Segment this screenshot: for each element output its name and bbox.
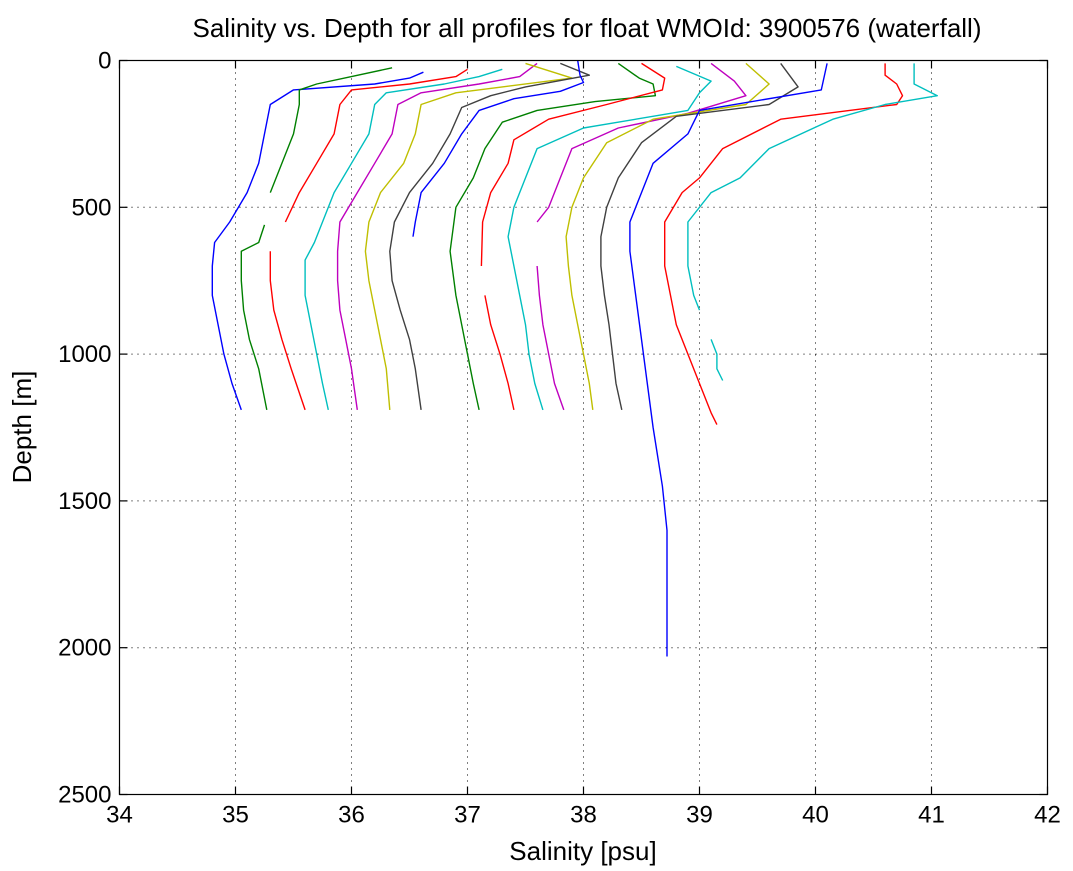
profile-line-13: [484, 295, 515, 411]
x-tick-label: 40: [802, 802, 829, 829]
chart-title: Salinity vs. Depth for all profiles for …: [193, 13, 982, 43]
profile-line-5: [269, 251, 306, 411]
x-tick-label: 34: [106, 802, 133, 829]
profile-line-20: [664, 63, 904, 425]
profile-line-18: [600, 62, 799, 411]
x-tick-label: 38: [570, 802, 597, 829]
profile-line-10: [412, 60, 585, 237]
y-tick-label: 1000: [58, 341, 111, 368]
profile-line-7: [336, 62, 538, 410]
y-axis-label: Depth [m]: [7, 371, 37, 484]
x-tick-label: 39: [686, 802, 713, 829]
profile-line-8: [364, 62, 573, 410]
profile-line-16: [536, 265, 565, 411]
profile-line-17: [565, 62, 770, 410]
profile-line-22: [710, 339, 724, 381]
y-tick-label: 2500: [58, 782, 111, 809]
x-tick-label: 41: [918, 802, 945, 829]
profile-line-19: [629, 63, 828, 657]
x-tick-label: 36: [338, 802, 365, 829]
profile-lines: [211, 60, 938, 657]
x-tick-label: 35: [222, 802, 249, 829]
y-tick-label: 2000: [58, 635, 111, 662]
axis-ticks: 34 35 36 37 38 39 40 41 42 0 500 1000 1500 2000 2500: [58, 48, 1061, 829]
profile-line-14: [507, 65, 712, 411]
x-tick-label: 42: [1034, 802, 1061, 829]
profile-line-11: [449, 62, 657, 411]
profile-line-21: [687, 63, 938, 311]
profile-line-4: [284, 68, 468, 223]
y-tick-label: 500: [71, 194, 111, 221]
profile-line-6: [304, 68, 503, 411]
profile-line-15: [536, 62, 747, 223]
x-tick-label: 37: [454, 802, 481, 829]
profile-line-2: [269, 67, 393, 193]
y-tick-label: 0: [98, 48, 111, 75]
profile-line-3: [240, 224, 268, 411]
x-axis-label: Salinity [psu]: [509, 836, 656, 866]
y-tick-label: 1500: [58, 488, 111, 515]
grid-lines: [119, 60, 1048, 795]
profile-line-9: [389, 62, 590, 410]
profile-line-12: [480, 62, 666, 267]
profile-line-1: [211, 71, 424, 411]
